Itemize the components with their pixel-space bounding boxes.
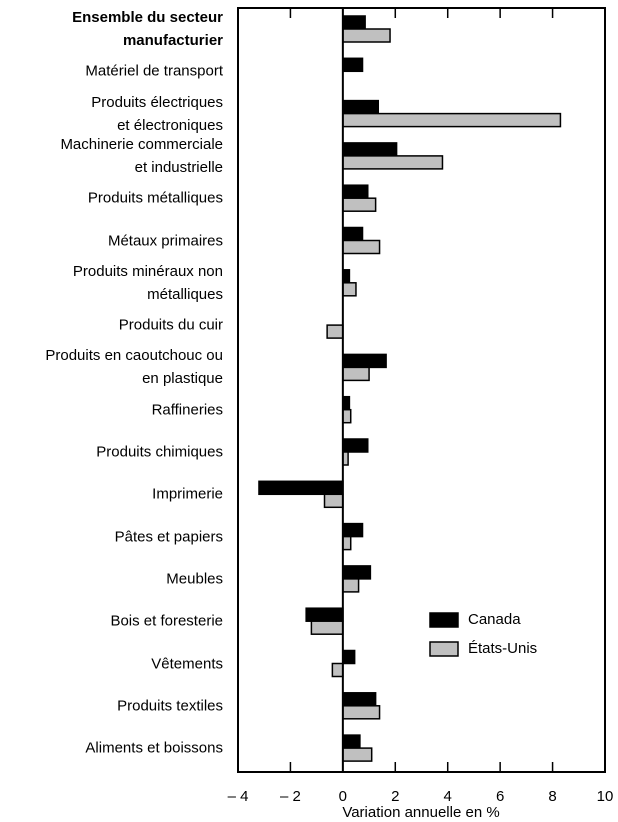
x-tick-label: 0 — [339, 788, 347, 805]
x-tick-label: 8 — [548, 788, 556, 805]
category-label: Produits textiles — [117, 697, 223, 715]
category-label: Produits métalliques — [87, 189, 223, 207]
category-label: Aliments et boissons — [85, 739, 223, 757]
bar — [323, 493, 344, 509]
bar — [342, 282, 357, 297]
bar — [258, 480, 344, 496]
category-label: Pâtes et papiers — [114, 528, 223, 546]
bar — [342, 155, 444, 170]
bar — [342, 734, 361, 749]
x-tick-label: 10 — [597, 788, 614, 805]
legend-swatch — [429, 612, 459, 628]
bar — [342, 99, 379, 115]
bar — [342, 366, 370, 382]
category-label: Vêtements — [151, 655, 223, 672]
bar — [342, 565, 372, 580]
bar — [342, 353, 387, 369]
category-label: Produits chimiques — [96, 443, 223, 461]
category-label: Raffineries — [151, 401, 223, 419]
bar — [342, 438, 369, 453]
category-label: Produits électriques et électroniques — [91, 93, 223, 134]
bar — [342, 522, 364, 538]
bar — [342, 692, 377, 707]
category-label: Produits minéraux non métalliques — [72, 262, 223, 303]
legend-swatch — [429, 641, 459, 657]
category-label: Produits en caoutchouc ou en plastique — [45, 347, 223, 388]
category-label: Matériel de transport — [85, 62, 223, 80]
bar — [342, 649, 356, 665]
bar — [305, 607, 344, 622]
bar — [342, 226, 364, 242]
x-axis-title: Variation annuelle en % — [342, 804, 499, 821]
bar — [342, 197, 377, 212]
bar — [326, 324, 344, 339]
plot-frame — [237, 7, 606, 773]
bar — [342, 28, 391, 43]
x-tick-label: 6 — [496, 788, 504, 805]
category-label: Meubles — [166, 570, 223, 588]
bar — [310, 620, 344, 635]
category-label: Machinerie commerciale et industrielle — [60, 135, 223, 176]
bar — [342, 239, 381, 255]
category-label: Imprimerie — [152, 485, 223, 503]
category-label: Produits du cuir — [118, 316, 223, 334]
x-tick-label: 4 — [444, 788, 452, 805]
bar — [342, 705, 381, 720]
bar — [342, 184, 369, 199]
bar — [342, 57, 364, 73]
bar — [342, 15, 366, 30]
bar — [342, 747, 373, 762]
legend-label: Canada — [468, 611, 521, 628]
x-tick-label: – 4 — [228, 788, 249, 805]
bar — [342, 535, 352, 551]
category-label: Bois et foresterie — [110, 612, 223, 630]
bar — [342, 578, 360, 593]
x-tick-label: – 2 — [280, 788, 301, 805]
x-tick-label: 2 — [391, 788, 399, 805]
bar — [331, 662, 344, 678]
bar — [342, 142, 398, 157]
category-label: Ensemble du secteur manufacturier — [72, 9, 223, 49]
legend-label: États-Unis — [468, 640, 537, 657]
bar — [342, 408, 352, 424]
bar — [342, 112, 562, 128]
category-label: Métaux primaires — [107, 232, 223, 249]
